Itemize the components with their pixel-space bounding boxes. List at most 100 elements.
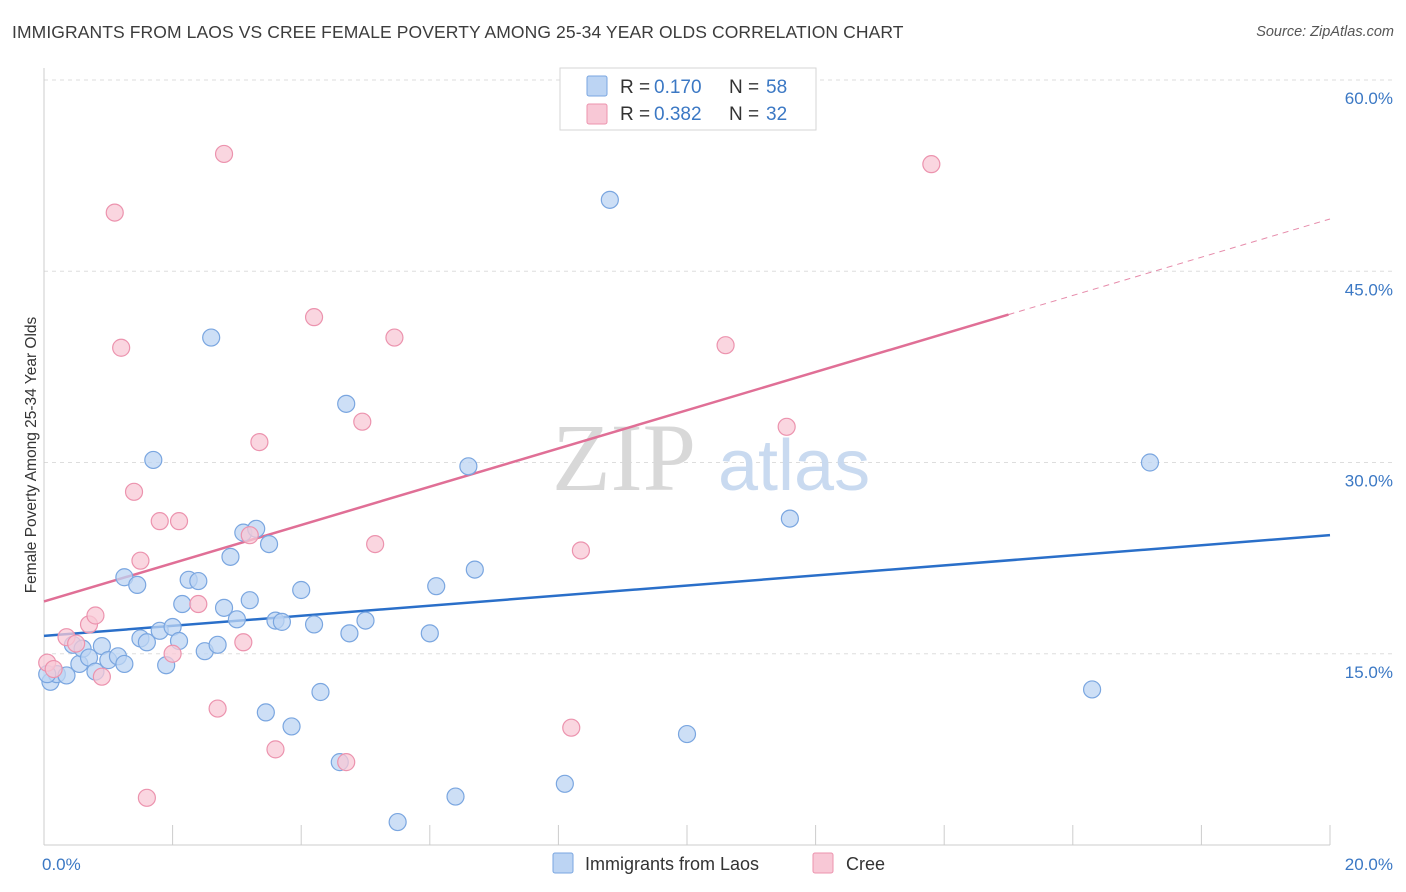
x-tick-label-1: 20.0% <box>1345 855 1393 874</box>
point-cree-10 <box>131 551 150 570</box>
correlation-legend: R = 0.170 N = 58 R = 0.382 N = 32 <box>559 67 817 131</box>
point-laos-36 <box>272 612 292 631</box>
data-points <box>38 144 1160 832</box>
point-laos-31 <box>240 591 259 610</box>
point-cree-13 <box>163 644 182 663</box>
point-cree-6 <box>92 667 111 686</box>
trend-lines <box>43 218 1331 638</box>
axes <box>43 68 1331 846</box>
point-cree-18 <box>234 633 253 652</box>
watermark: ZIP atlas <box>552 404 870 511</box>
legend-swatch-laos <box>586 75 608 97</box>
point-cree-28 <box>571 541 591 560</box>
point-laos-44 <box>356 611 375 630</box>
series-legend: Immigrants from Laos Cree <box>552 852 885 874</box>
point-cree-23 <box>337 753 356 772</box>
point-cree-11 <box>137 788 156 807</box>
point-laos-50 <box>465 560 484 579</box>
point-laos-39 <box>304 615 324 634</box>
y-tick-label-2: 45.0% <box>1345 280 1393 299</box>
x-tick-label-0: 0.0% <box>42 855 81 874</box>
watermark-zip: ZIP <box>552 404 696 511</box>
point-cree-27 <box>562 718 581 737</box>
point-cree-14 <box>169 512 189 531</box>
grid-lines <box>44 79 1392 655</box>
point-laos-56 <box>1140 453 1160 472</box>
legend-n-label-laos: N = <box>729 77 759 98</box>
point-cree-25 <box>366 534 385 554</box>
legend-r-value-laos: 0.170 <box>654 77 702 98</box>
point-laos-48 <box>446 787 465 806</box>
point-laos-43 <box>340 624 359 643</box>
trend-line-cree-extension <box>1008 218 1331 316</box>
point-laos-49 <box>459 457 478 476</box>
legend-n-label-cree: N = <box>729 104 759 125</box>
legend-r-value-cree: 0.382 <box>654 104 702 125</box>
point-cree-5 <box>86 606 105 625</box>
point-cree-3 <box>67 634 86 653</box>
legend-r-label-cree: R = <box>620 104 650 125</box>
point-cree-19 <box>240 526 259 545</box>
point-cree-20 <box>250 433 269 452</box>
point-laos-55 <box>1082 680 1102 699</box>
point-laos-25 <box>202 328 221 347</box>
point-cree-16 <box>208 699 227 718</box>
point-laos-40 <box>311 682 330 702</box>
point-laos-42 <box>337 394 356 413</box>
legend-swatch-cree <box>586 103 608 125</box>
point-laos-34 <box>259 534 279 554</box>
bottom-legend-label-cree: Cree <box>846 854 885 874</box>
point-cree-12 <box>150 512 169 531</box>
point-cree-7 <box>105 203 124 222</box>
chart-title: IMMIGRANTS FROM LAOS VS CREE FEMALE POVE… <box>12 22 904 42</box>
y-tick-label-3: 60.0% <box>1345 89 1393 108</box>
point-cree-24 <box>353 412 372 431</box>
point-cree-1 <box>44 659 63 679</box>
point-laos-26 <box>208 635 227 654</box>
point-laos-51 <box>555 774 574 793</box>
point-cree-22 <box>304 308 324 327</box>
point-cree-30 <box>777 417 796 436</box>
y-tick-label-1: 30.0% <box>1345 472 1393 491</box>
point-cree-17 <box>214 144 234 164</box>
point-laos-54 <box>780 509 799 528</box>
point-laos-16 <box>144 450 163 470</box>
point-laos-46 <box>420 624 439 643</box>
point-cree-15 <box>189 594 208 614</box>
legend-r-label-laos: R = <box>620 77 650 98</box>
point-laos-29 <box>227 610 246 629</box>
point-cree-9 <box>124 482 144 501</box>
point-laos-45 <box>388 812 407 832</box>
trend-line-laos <box>43 533 1331 638</box>
point-laos-21 <box>173 594 192 614</box>
watermark-atlas: atlas <box>718 426 870 506</box>
point-laos-15 <box>137 633 156 652</box>
point-laos-47 <box>427 577 446 596</box>
point-laos-28 <box>221 547 240 566</box>
tick-labels: 15.0% 30.0% 45.0% 60.0% 0.0% 20.0% <box>42 89 1393 874</box>
point-cree-8 <box>112 338 131 357</box>
trend-line-cree <box>43 313 1009 603</box>
point-laos-27 <box>214 598 234 617</box>
legend-n-value-cree: 32 <box>766 104 787 125</box>
point-cree-21 <box>266 740 285 759</box>
bottom-legend-swatch-cree <box>812 852 834 874</box>
point-laos-53 <box>677 724 697 744</box>
point-laos-23 <box>189 571 208 591</box>
point-laos-52 <box>600 190 619 209</box>
y-axis-label: Female Poverty Among 25-34 Year Olds <box>23 316 40 593</box>
point-laos-38 <box>292 580 311 600</box>
point-laos-37 <box>282 717 301 736</box>
point-laos-13 <box>128 575 147 595</box>
point-laos-33 <box>256 703 275 722</box>
source-credit: Source: ZipAtlas.com <box>1256 24 1394 40</box>
point-cree-26 <box>385 328 404 347</box>
point-cree-31 <box>922 155 941 174</box>
bottom-legend-label-laos: Immigrants from Laos <box>585 854 759 874</box>
legend-n-value-laos: 58 <box>766 77 787 98</box>
bottom-legend-swatch-laos <box>552 852 574 874</box>
y-tick-label-0: 15.0% <box>1345 663 1393 682</box>
point-laos-11 <box>115 654 134 674</box>
point-cree-29 <box>716 336 735 355</box>
